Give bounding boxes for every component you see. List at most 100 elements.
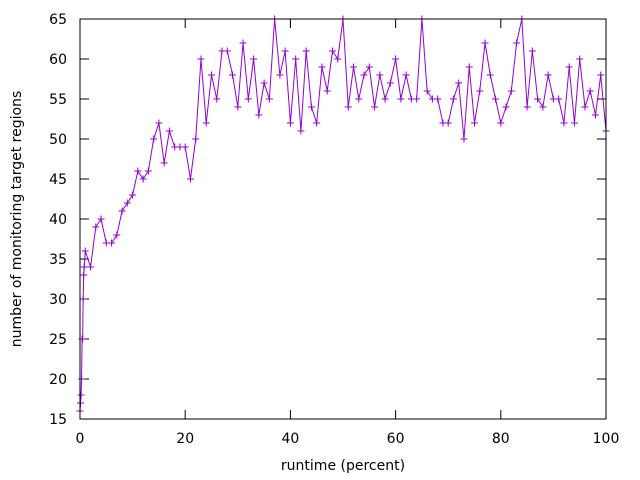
data-point-marker xyxy=(423,87,431,95)
data-point-marker xyxy=(570,119,578,127)
data-point-marker xyxy=(528,47,536,55)
data-point-marker xyxy=(465,63,473,71)
data-point-marker xyxy=(255,111,263,119)
y-tick-label: 30 xyxy=(49,292,67,308)
data-point-marker xyxy=(186,175,194,183)
data-point-marker xyxy=(328,47,336,55)
data-point-marker xyxy=(202,119,210,127)
data-point-marker xyxy=(77,399,85,407)
data-point-marker xyxy=(239,39,247,47)
data-point-marker xyxy=(355,95,363,103)
data-point-marker xyxy=(392,55,400,63)
y-tick-label: 40 xyxy=(49,212,67,228)
data-point-marker xyxy=(213,95,221,103)
data-point-marker xyxy=(471,119,478,127)
data-point-marker xyxy=(260,79,268,87)
data-point-marker xyxy=(481,39,489,47)
y-tick-label: 25 xyxy=(49,332,67,348)
data-point-marker xyxy=(560,119,568,127)
y-tick-label: 60 xyxy=(49,52,67,68)
x-tick-label: 40 xyxy=(281,431,299,447)
data-point-marker xyxy=(92,223,100,231)
data-point-marker xyxy=(350,63,358,71)
data-point-marker xyxy=(297,127,305,135)
data-point-marker xyxy=(250,55,258,63)
data-point-marker xyxy=(371,103,379,111)
data-point-marker xyxy=(134,167,142,175)
data-point-marker xyxy=(78,375,86,383)
data-point-marker xyxy=(307,103,315,111)
data-point-marker xyxy=(591,111,599,119)
data-point-marker xyxy=(397,95,405,103)
series-line xyxy=(79,18,607,412)
data-point-marker xyxy=(523,103,531,111)
y-tick-label: 20 xyxy=(49,372,67,388)
tick-marks xyxy=(79,18,607,420)
data-point-marker xyxy=(344,103,352,111)
data-point-marker xyxy=(507,87,515,95)
data-point-marker xyxy=(586,87,594,95)
data-point-marker xyxy=(87,263,95,271)
data-point-marker xyxy=(155,119,163,127)
data-point-marker xyxy=(108,239,116,247)
data-point-marker xyxy=(313,119,321,127)
data-point-marker xyxy=(223,47,231,55)
data-point-marker xyxy=(129,191,137,199)
data-point-marker xyxy=(77,391,85,399)
y-tick-label: 15 xyxy=(49,412,67,428)
data-point-marker xyxy=(181,143,189,151)
data-point-marker xyxy=(376,71,384,79)
data-point-marker xyxy=(492,95,500,103)
data-point-marker xyxy=(265,95,273,103)
x-tick-label: 100 xyxy=(593,431,620,447)
data-point-marker xyxy=(581,103,589,111)
series-layer xyxy=(76,15,610,415)
data-point-marker xyxy=(79,295,87,303)
data-point-marker xyxy=(113,231,121,239)
data-point-marker xyxy=(555,95,563,103)
data-point-marker xyxy=(513,39,521,47)
data-point-marker xyxy=(81,247,89,255)
y-tick-label: 35 xyxy=(49,252,67,268)
data-point-marker xyxy=(576,55,584,63)
data-point-marker xyxy=(208,71,215,79)
data-point-marker xyxy=(460,135,468,143)
data-point-marker xyxy=(597,71,605,79)
data-point-marker xyxy=(365,63,373,71)
plot-frame xyxy=(79,18,607,420)
data-point-marker xyxy=(381,95,389,103)
data-point-marker xyxy=(144,167,152,175)
data-point-marker xyxy=(139,175,147,183)
data-point-marker xyxy=(539,103,547,111)
data-point-marker xyxy=(455,79,463,87)
data-point-marker xyxy=(276,71,284,79)
data-point-marker xyxy=(318,63,326,71)
data-point-marker xyxy=(476,87,484,95)
data-point-marker xyxy=(286,119,294,127)
data-point-marker xyxy=(165,127,173,135)
data-point-marker xyxy=(160,159,168,167)
data-point-marker xyxy=(534,95,542,103)
data-point-marker xyxy=(229,71,237,79)
x-tick-label: 0 xyxy=(76,431,85,447)
data-point-marker xyxy=(123,199,131,207)
data-point-marker xyxy=(402,71,410,79)
x-axis-label: runtime (percent) xyxy=(281,458,405,474)
y-tick-label: 45 xyxy=(49,172,67,188)
x-tick-label: 80 xyxy=(492,431,510,447)
data-point-marker xyxy=(502,103,510,111)
data-point-marker xyxy=(80,271,88,279)
x-tick-label: 20 xyxy=(176,431,194,447)
x-tick-label: 60 xyxy=(387,431,405,447)
data-point-marker xyxy=(486,71,494,79)
data-point-marker xyxy=(449,95,457,103)
data-point-marker xyxy=(97,215,105,223)
data-point-marker xyxy=(323,87,331,95)
tick-labels: 15 20 25 30 35 40 45 50 55 60 65 0 20 40 60 80 100 xyxy=(49,12,619,447)
data-point-marker xyxy=(244,95,252,103)
data-point-marker xyxy=(497,119,505,127)
y-tick-label: 65 xyxy=(49,12,67,28)
data-point-marker xyxy=(292,55,300,63)
y-tick-label: 50 xyxy=(49,132,67,148)
